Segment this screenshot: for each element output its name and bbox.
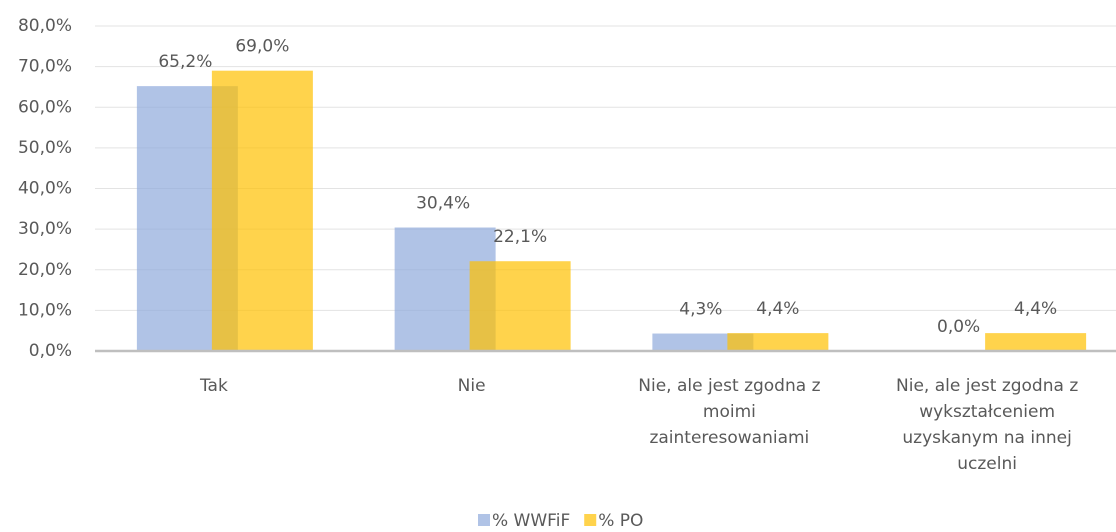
bar (469, 261, 571, 351)
legend-label: % WWFiF (492, 511, 570, 531)
legend-label: % PO (598, 511, 643, 531)
data-label: 22,1% (493, 227, 547, 247)
x-tick-label-line: wykształceniem (919, 402, 1055, 422)
y-tick-label: 70,0% (18, 57, 72, 77)
bar (727, 333, 829, 351)
x-tick-label-line: zainteresowaniami (649, 428, 809, 448)
x-tick-label: Tak (199, 376, 228, 396)
x-tick-label-line: uzyskanym na innej (902, 428, 1071, 448)
y-tick-label: 50,0% (18, 138, 72, 158)
x-tick-label-line: uczelni (957, 454, 1017, 474)
y-tick-label: 40,0% (18, 179, 72, 199)
x-tick-label-line: moimi (703, 402, 756, 422)
bar (211, 70, 313, 351)
x-tick-label: Nie, ale jest zgodna z wykształceniem uzys… (896, 376, 1078, 474)
y-tick-label: 80,0% (18, 16, 72, 36)
x-tick-label-line: Nie, ale jest zgodna z (896, 376, 1078, 396)
x-tick-label-line: Tak (199, 376, 228, 396)
y-tick-label: 0,0% (29, 341, 72, 361)
x-tick-label-line: Nie (458, 376, 486, 396)
data-label: 4,4% (1014, 299, 1057, 319)
x-tick-label: Nie, ale jest zgodna z moimi zainteresowan… (638, 376, 820, 448)
data-label: 4,3% (679, 300, 722, 320)
data-label: 0,0% (937, 317, 980, 337)
data-label: 30,4% (416, 194, 470, 214)
data-label: 69,0% (235, 37, 289, 57)
y-tick-label: 10,0% (18, 300, 72, 320)
legend-swatch (584, 514, 597, 526)
y-tick-label: 30,0% (18, 219, 72, 239)
data-label: 4,4% (756, 299, 799, 319)
y-tick-label: 20,0% (18, 260, 72, 280)
legend-swatch (478, 514, 490, 526)
data-label: 65,2% (158, 52, 212, 72)
x-tick-label: Nie (458, 376, 486, 396)
x-tick-label-line: Nie, ale jest zgodna z (638, 376, 820, 396)
y-tick-label: 60,0% (18, 97, 72, 117)
bar (985, 333, 1087, 351)
